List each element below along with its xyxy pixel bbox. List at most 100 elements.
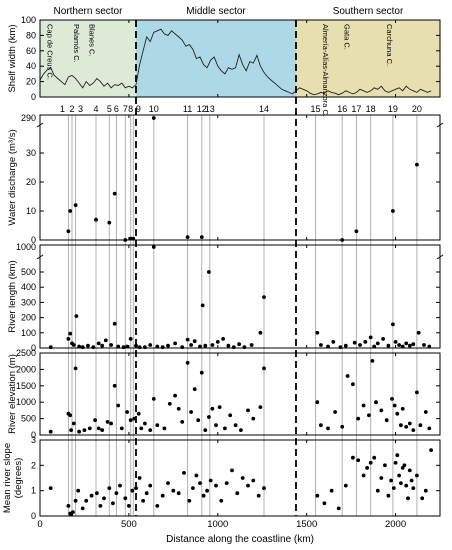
data-point [189, 343, 194, 347]
data-point [397, 343, 401, 347]
data-point [73, 203, 78, 208]
y-tick-label: 2000 [16, 364, 36, 374]
y-tick-label: 0 [31, 430, 36, 440]
data-point [196, 418, 201, 423]
data-point [390, 397, 394, 401]
data-point [94, 217, 98, 222]
data-point [155, 344, 160, 349]
data-point [319, 423, 323, 428]
data-point [73, 366, 78, 371]
axis-break-mark [436, 122, 444, 128]
data-point [363, 340, 368, 344]
data-point [338, 345, 343, 350]
data-point [375, 341, 380, 346]
data-point [121, 345, 126, 350]
data-point [384, 418, 389, 423]
data-point [315, 330, 320, 335]
data-point [166, 343, 170, 348]
data-point [141, 498, 146, 503]
data-point [137, 476, 142, 480]
data-point [393, 340, 398, 344]
river-number-label: 1 [60, 104, 65, 114]
y-tick-label: 2 [31, 460, 36, 470]
canyon-label: Palamós C. [72, 24, 81, 63]
data-point [148, 483, 153, 488]
data-point [199, 235, 204, 240]
sector-background [136, 20, 296, 97]
y-tick-label: 1000 [16, 242, 36, 252]
data-point [415, 162, 419, 167]
data-point [109, 343, 113, 347]
data-point [411, 486, 416, 490]
river-number-label: 8 [128, 104, 133, 114]
data-point [399, 423, 403, 428]
data-point [354, 229, 359, 234]
data-point [71, 510, 75, 515]
y-tick-label: 200 [21, 313, 36, 323]
data-point [166, 481, 170, 485]
data-point [427, 344, 432, 349]
data-point [389, 478, 393, 483]
data-point [143, 421, 147, 426]
sector-label: Southern sector [333, 6, 404, 17]
y-axis-label: (degrees) [13, 458, 24, 499]
data-point [336, 506, 341, 511]
data-point [68, 331, 73, 336]
data-point [105, 420, 110, 424]
data-point [368, 335, 373, 340]
data-point [343, 343, 348, 348]
data-point [235, 491, 240, 496]
data-point [130, 488, 135, 493]
y-axis-label: Shelf width (km) [7, 24, 18, 92]
data-point [192, 339, 197, 344]
y-axis-label-group: Shelf width (km) [7, 24, 18, 92]
data-point [103, 338, 108, 343]
data-point [356, 416, 361, 421]
river-number-label: 13 [205, 104, 215, 114]
data-point [71, 421, 76, 426]
data-point [91, 345, 96, 350]
data-point [109, 421, 113, 426]
data-point [400, 344, 405, 349]
data-point [315, 400, 320, 405]
data-point [151, 397, 156, 401]
data-point [399, 481, 403, 485]
data-point [407, 421, 412, 426]
y-tick-label: 1500 [16, 381, 36, 391]
panel-frame [39, 439, 441, 517]
x-tick-label: 1500 [296, 519, 317, 530]
x-tick-label: 500 [121, 519, 137, 530]
data-point [71, 343, 76, 347]
data-point [66, 229, 71, 234]
data-point [208, 478, 213, 483]
data-point [343, 483, 348, 488]
data-point [107, 486, 112, 490]
panel-frame [39, 114, 441, 241]
river-number-label: 4 [93, 104, 98, 114]
data-point [119, 426, 124, 431]
data-point [411, 342, 416, 347]
data-point [77, 429, 81, 434]
data-point [200, 303, 205, 308]
data-point [111, 501, 115, 506]
data-point [397, 473, 401, 478]
y-tick-label: 0 [31, 343, 36, 353]
river-number-label: 7 [123, 104, 128, 114]
y-tick-label: 300 [21, 297, 36, 307]
data-point [331, 340, 336, 344]
data-point [96, 426, 101, 431]
river-number-label: 20 [412, 104, 422, 114]
data-point [123, 496, 128, 501]
y-axis-label: River elevation (m) [7, 354, 18, 434]
y-tick-label: 0 [31, 92, 36, 102]
data-point [100, 428, 105, 432]
data-point [66, 504, 71, 508]
river-number-label: 14 [259, 104, 269, 114]
data-point [251, 416, 256, 421]
data-point [151, 245, 156, 249]
y-axis-label: Mean river slope [2, 443, 13, 513]
data-point [395, 453, 400, 458]
data-point [80, 506, 85, 511]
y-axis-label-group: River elevation (m) [7, 354, 18, 434]
data-point [74, 314, 79, 318]
